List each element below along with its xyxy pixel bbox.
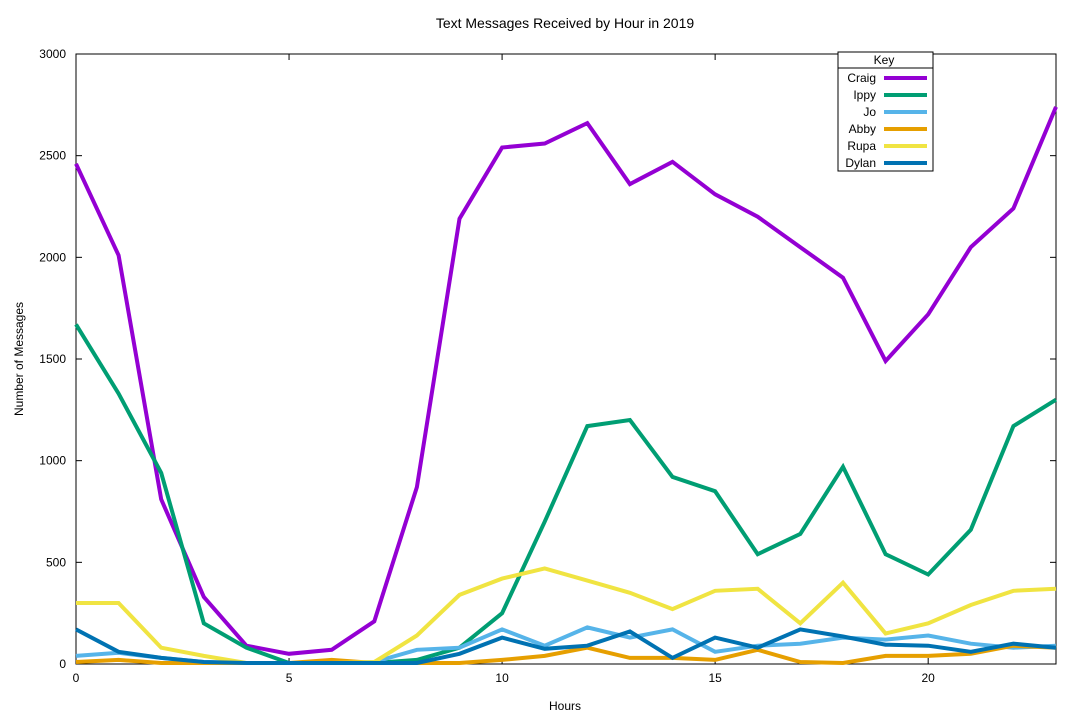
legend-entries: Craig Ippy Jo Abby Rupa Dylan: [845, 71, 927, 170]
legend-label-ippy: Ippy: [853, 88, 876, 102]
legend-label-dylan: Dylan: [845, 156, 876, 170]
x-tick-label: 0: [73, 671, 80, 685]
y-tick-label: 3000: [39, 47, 66, 61]
y-tick-label: 0: [59, 657, 66, 671]
x-tick-label: 10: [495, 671, 509, 685]
y-tick-label: 1000: [39, 454, 66, 468]
y-axis-ticks: 0 500 1000 1500 2000 2500 3000: [39, 47, 1056, 671]
x-tick-label: 20: [921, 671, 935, 685]
chart-title: Text Messages Received by Hour in 2019: [436, 15, 695, 31]
legend-label-craig: Craig: [847, 71, 876, 85]
legend-label-rupa: Rupa: [847, 139, 876, 153]
series-line-dylan: [75, 627, 1057, 665]
y-tick-label: 1500: [39, 352, 66, 366]
series-line-craig: [74, 106, 1058, 656]
y-tick-label: 2000: [39, 250, 66, 264]
x-axis-ticks: 0 5 10 15 20: [73, 54, 935, 685]
legend-title: Key: [874, 53, 895, 67]
legend-label-abby: Abby: [849, 122, 876, 136]
y-tick-label: 2500: [39, 149, 66, 163]
series-line-ippy: [74, 323, 1058, 665]
legend-label-jo: Jo: [863, 105, 876, 119]
y-tick-label: 500: [46, 555, 66, 569]
x-tick-label: 5: [286, 671, 293, 685]
y-axis-title: Number of Messages: [12, 302, 26, 416]
series-lines: [74, 106, 1058, 666]
plot-area: 0 5 10 15 20 0 500 1000 1500 2000 2500 3000: [39, 47, 1058, 685]
x-tick-label: 15: [708, 671, 722, 685]
legend: Key Craig Ippy Jo Abby Rupa Dylan: [837, 51, 934, 172]
x-axis-title: Hours: [549, 699, 581, 713]
